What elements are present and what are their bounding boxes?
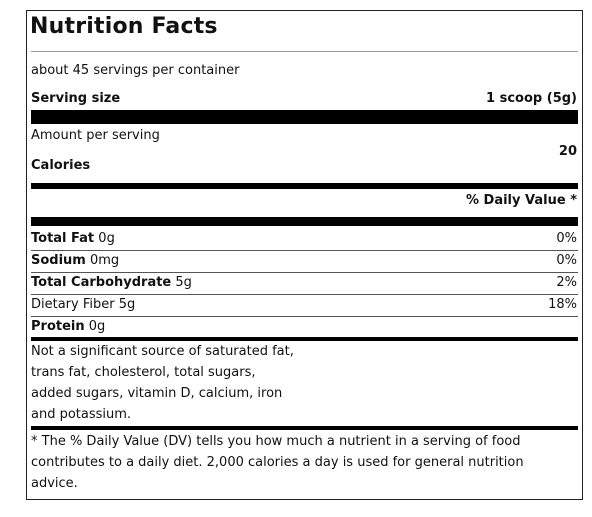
- statement-line: trans fat, cholesterol, total sugars,: [31, 365, 256, 380]
- nutrient-row-protein: Protein 0g: [31, 319, 105, 334]
- nutrient-row-total-fat: Total Fat 0g: [31, 231, 115, 246]
- nutrient-name: Protein: [31, 319, 85, 334]
- row-divider: [31, 272, 578, 273]
- nutrient-row-sodium: Sodium 0mg: [31, 253, 119, 268]
- footnote-line: contributes to a daily diet. 2,000 calor…: [31, 455, 524, 470]
- nutrient-dv-sodium: 0%: [556, 253, 577, 268]
- statement-line: added sugars, vitamin D, calcium, iron: [31, 386, 283, 401]
- calories-value: 20: [558, 144, 577, 159]
- serving-size-value: 1 scoop (5g): [486, 91, 577, 106]
- nutrient-amount: 0g: [98, 231, 115, 246]
- footnote-line: advice.: [31, 476, 78, 491]
- statement-line: and potassium.: [31, 407, 132, 422]
- daily-value-footnote: * The % Daily Value (DV) tells you how m…: [31, 431, 576, 494]
- nutrient-name: Total Fat: [31, 231, 95, 246]
- serving-size-label: Serving size: [31, 91, 121, 106]
- daily-value-header: % Daily Value *: [465, 193, 577, 208]
- row-divider: [31, 250, 578, 251]
- nutrient-row-dietary-fiber: Dietary Fiber 5g: [31, 297, 135, 312]
- nutrient-row-total-carbohydrate: Total Carbohydrate 5g: [31, 275, 192, 290]
- medium-divider: [31, 183, 578, 189]
- nutrient-amount: 0g: [88, 319, 106, 334]
- thick-divider-top: [31, 110, 578, 124]
- thick-divider-middle: [31, 217, 578, 226]
- servings-per-container: about 45 servings per container: [31, 63, 240, 78]
- calories-label: Calories: [31, 158, 91, 173]
- label-title: Nutrition Facts: [30, 14, 218, 39]
- not-significant-statement: Not a significant source of saturated fa…: [31, 341, 576, 425]
- protein-divider: [31, 337, 578, 341]
- footnote-line: * The % Daily Value (DV) tells you how m…: [31, 434, 521, 449]
- statement-line: Not a significant source of saturated fa…: [31, 344, 294, 359]
- nutrient-name: Sodium: [31, 253, 86, 268]
- nutrition-facts-label: Nutrition Facts about 45 servings per co…: [26, 10, 583, 500]
- nutrient-dv-total-carbohydrate: 2%: [556, 275, 577, 290]
- row-divider: [31, 316, 578, 317]
- nutrient-name: Dietary Fiber 5g: [31, 297, 136, 312]
- amount-per-serving: Amount per serving: [31, 128, 160, 143]
- footnote-divider: [31, 426, 578, 430]
- nutrient-dv-dietary-fiber: 18%: [548, 297, 577, 312]
- nutrient-amount: 0mg: [90, 253, 120, 268]
- nutrient-amount: 5g: [175, 275, 192, 290]
- nutrient-dv-total-fat: 0%: [556, 231, 577, 246]
- nutrient-name: Total Carbohydrate: [31, 275, 172, 290]
- row-divider: [31, 294, 578, 295]
- title-divider: [31, 51, 578, 52]
